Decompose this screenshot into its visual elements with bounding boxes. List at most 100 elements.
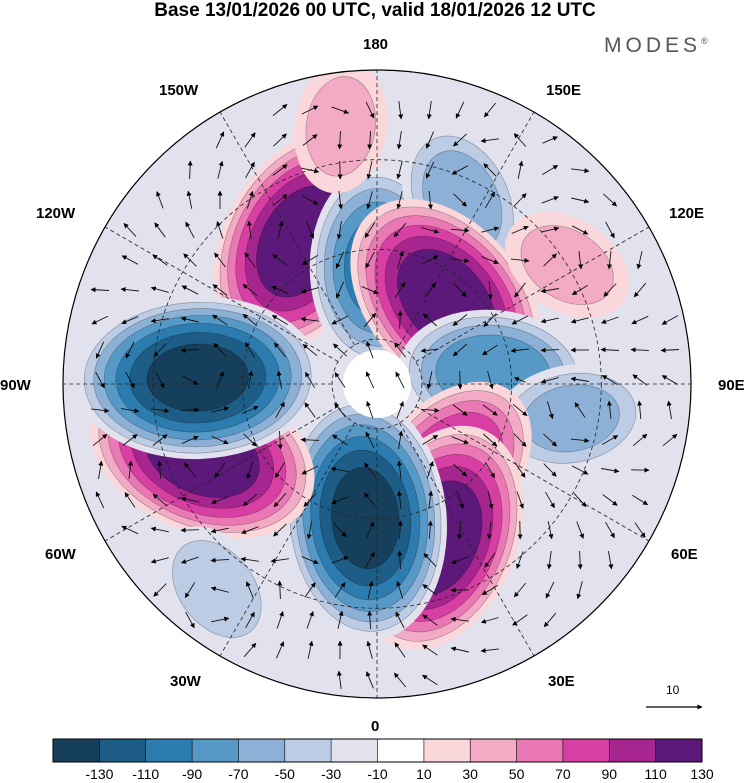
wind-vector xyxy=(636,251,643,270)
wind-vector xyxy=(605,221,615,239)
registered-mark: ® xyxy=(701,36,708,46)
wind-vector xyxy=(333,343,347,357)
wind-vector xyxy=(662,433,678,447)
wind-vector xyxy=(304,402,316,418)
wind-vector xyxy=(125,371,135,389)
wind-vector xyxy=(212,314,228,326)
wind-vector xyxy=(601,468,620,474)
wind-vector xyxy=(480,617,499,624)
wind-vector xyxy=(422,644,438,656)
wind-vector xyxy=(543,253,557,267)
wind-vector xyxy=(543,463,557,477)
wind-vector xyxy=(570,317,589,324)
meridian-line xyxy=(399,422,557,695)
wind-vector xyxy=(427,520,433,540)
wind-vector xyxy=(452,463,468,477)
wind-vector xyxy=(427,190,433,210)
wind-vector xyxy=(274,342,286,358)
wind-vector xyxy=(211,435,229,445)
colorbar-tick: -50 xyxy=(274,766,295,782)
wind-vector xyxy=(393,222,407,238)
wind-vector xyxy=(480,138,499,144)
wind-vector xyxy=(150,526,169,533)
colorbar-tick: -110 xyxy=(132,766,160,782)
wind-vector xyxy=(276,611,284,629)
wind-vector xyxy=(334,582,346,598)
wind-vector xyxy=(426,371,433,390)
wind-vector xyxy=(331,315,349,325)
wind-vector xyxy=(121,525,139,535)
wind-vector xyxy=(301,195,319,205)
meridian-line xyxy=(66,406,339,564)
wind-vector xyxy=(485,191,495,209)
wind-vector xyxy=(517,160,524,179)
wind-vector xyxy=(426,461,434,479)
colorbar-segment xyxy=(238,739,286,762)
wind-vector xyxy=(540,317,559,324)
wind-vector xyxy=(92,433,108,447)
wind-vector xyxy=(364,222,376,239)
wind-vector xyxy=(184,582,196,599)
wind-vector xyxy=(660,347,680,353)
contour-level xyxy=(305,76,376,177)
wind-vector xyxy=(571,168,590,174)
wind-vector xyxy=(367,130,373,150)
wind-vector xyxy=(275,641,285,659)
wind-vector xyxy=(245,341,255,358)
wind-vector xyxy=(422,313,438,327)
wind-vector xyxy=(571,225,589,235)
wind-vector xyxy=(240,556,259,562)
colorbar-tick: -70 xyxy=(228,766,249,782)
wind-vector xyxy=(273,523,287,537)
label-120w: 120W xyxy=(36,205,76,222)
wind-vector xyxy=(423,553,437,567)
wind-vector xyxy=(367,610,373,630)
wind-vector xyxy=(180,527,200,533)
wind-vector xyxy=(123,223,137,237)
colorbar-segment xyxy=(145,739,193,762)
wind-vector xyxy=(450,646,469,653)
wind-vector xyxy=(570,376,589,382)
wind-vector xyxy=(272,254,288,266)
wind-vector xyxy=(277,220,284,239)
wind-vector xyxy=(487,491,494,510)
label-90w: 90W xyxy=(0,377,31,394)
wind-vector xyxy=(95,371,105,389)
wind-vector xyxy=(365,101,375,119)
wind-vector xyxy=(128,460,133,479)
wind-vector xyxy=(451,165,469,175)
wind-vector xyxy=(180,407,200,413)
wind-vector xyxy=(332,434,348,446)
wind-vector xyxy=(245,611,255,629)
wind-vector xyxy=(151,408,170,414)
wind-vector xyxy=(244,252,256,268)
wind-vector xyxy=(95,491,105,509)
colorbar-segment xyxy=(99,739,147,762)
wind-vector xyxy=(98,460,104,479)
wind-vector xyxy=(426,101,432,120)
wind-vector xyxy=(337,130,343,150)
latitude-circle xyxy=(241,248,513,520)
wind-vector xyxy=(601,316,619,324)
wind-vector xyxy=(601,435,619,445)
wind-vector xyxy=(516,551,524,569)
wind-vector xyxy=(183,462,197,478)
wind-vector xyxy=(632,433,648,447)
wind-vector xyxy=(303,493,317,507)
label-90e: 90E xyxy=(718,377,745,394)
wind-vector xyxy=(422,584,438,596)
wind-vector xyxy=(487,280,493,300)
wind-vector xyxy=(421,227,440,234)
wind-vector xyxy=(661,315,679,325)
wind-vector xyxy=(276,370,282,389)
colorbar-tick: -30 xyxy=(320,766,342,782)
wind-vector xyxy=(301,167,320,174)
wind-vector xyxy=(398,430,404,449)
wind-vector xyxy=(335,251,345,269)
wind-vector xyxy=(482,433,498,447)
wind-vector xyxy=(272,104,288,116)
wind-vector xyxy=(241,405,259,415)
wind-vector xyxy=(157,460,163,480)
wind-vector xyxy=(301,105,319,115)
wind-vector xyxy=(185,611,195,629)
